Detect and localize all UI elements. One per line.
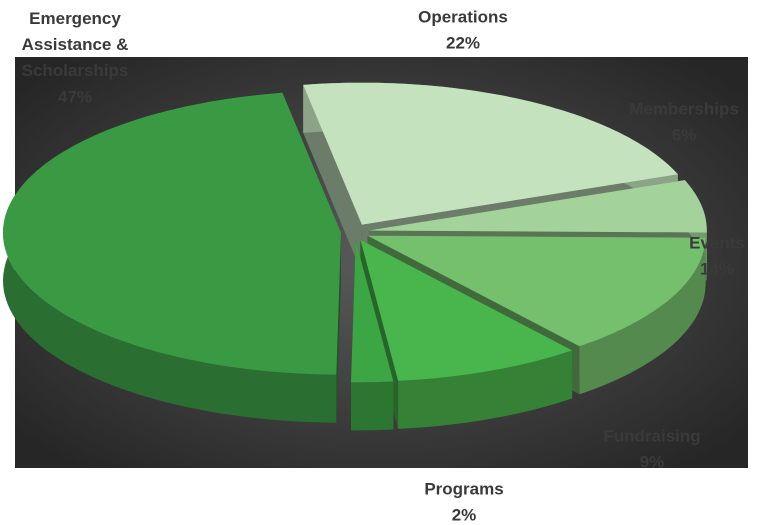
category-label: Events — [689, 233, 745, 252]
slice — [3, 92, 341, 423]
slice-wall — [579, 237, 706, 395]
category-label-line: Emergency — [29, 9, 121, 28]
slice-top — [367, 235, 706, 347]
pie — [3, 82, 707, 431]
labels: Operations 22% Memberships 6% Events 14% Fundr… — [22, 7, 745, 524]
value-label: 9% — [640, 452, 665, 471]
slice-side — [336, 232, 341, 423]
slice-top — [3, 92, 341, 375]
category-label-line: Assistance & — [22, 35, 129, 54]
category-label: Memberships — [629, 99, 739, 118]
slice-top — [303, 82, 678, 225]
slice-top — [368, 180, 707, 233]
slice-wall — [398, 350, 573, 429]
category-label: Programs — [424, 479, 503, 498]
category-label: Emergency Assistance & Scholarships — [22, 9, 129, 80]
slice-top — [351, 240, 394, 383]
category-label: Fundraising — [603, 426, 700, 445]
category-label-line: Scholarships — [22, 61, 129, 80]
slice — [351, 240, 394, 431]
value-label: 2% — [452, 505, 477, 524]
slice-wall — [351, 381, 394, 431]
value-label: 14% — [700, 259, 734, 278]
category-label: Operations — [418, 7, 508, 26]
value-label: 22% — [446, 33, 480, 52]
value-label: 47% — [58, 87, 92, 106]
value-label: 6% — [672, 125, 697, 144]
slice-top — [360, 239, 573, 381]
